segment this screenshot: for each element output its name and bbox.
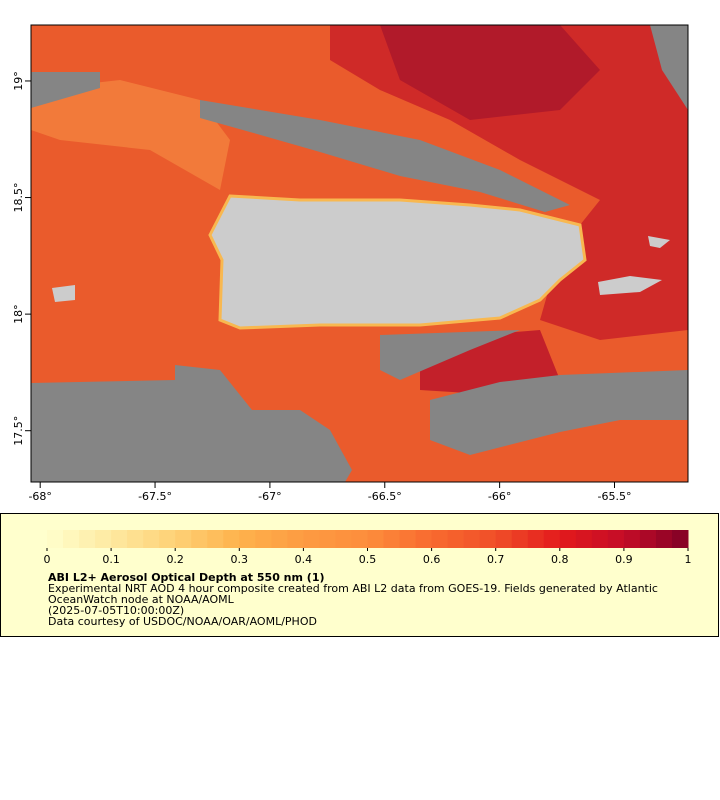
colorbar-cell bbox=[159, 530, 176, 548]
legend-line: OceanWatch node at NOAA/AOML bbox=[48, 593, 235, 606]
x-tick-label: -67.5° bbox=[138, 490, 172, 503]
y-tick-label: 17.5° bbox=[12, 416, 25, 446]
colorbar-tick-label: 1 bbox=[685, 553, 692, 566]
colorbar-cell bbox=[175, 530, 192, 548]
colorbar-cell bbox=[511, 530, 529, 548]
colorbar-tick-label: 0 bbox=[44, 553, 51, 566]
legend-line: (2025-07-05T10:00:00Z) bbox=[48, 604, 184, 617]
x-tick-label: -66° bbox=[488, 490, 511, 503]
colorbar-cell bbox=[207, 530, 224, 548]
colorbar-cell bbox=[655, 530, 673, 548]
colorbar-cell bbox=[527, 530, 545, 548]
y-tick-label: 19° bbox=[12, 71, 25, 91]
colorbar-cell bbox=[351, 530, 368, 548]
colorbar-cell bbox=[463, 530, 481, 548]
colorbar-cell bbox=[287, 530, 304, 548]
colorbar-cell bbox=[95, 530, 112, 548]
colorbar-cell bbox=[415, 530, 433, 548]
colorbar-tick-label: 0.2 bbox=[166, 553, 184, 566]
colorbar-tick-label: 0.5 bbox=[359, 553, 377, 566]
colorbar-tick-label: 0.1 bbox=[102, 553, 120, 566]
colorbar-cell bbox=[431, 530, 449, 548]
colorbar-cell bbox=[335, 530, 352, 548]
colorbar-cell bbox=[367, 530, 385, 548]
colorbar-cell bbox=[447, 530, 465, 548]
colorbar-cell bbox=[255, 530, 272, 548]
colorbar-cell bbox=[79, 530, 96, 548]
colorbar-cell bbox=[143, 530, 160, 548]
x-tick-label: -68° bbox=[28, 490, 51, 503]
x-tick-label: -65.5° bbox=[598, 490, 632, 503]
y-tick-label: 18.5° bbox=[12, 183, 25, 213]
legend-line: Data courtesy of USDOC/NOAA/OAR/AOML/PHO… bbox=[48, 615, 317, 628]
colorbar-cell bbox=[607, 530, 625, 548]
colorbar-cell bbox=[271, 530, 288, 548]
colorbar-tick-label: 0.9 bbox=[615, 553, 633, 566]
map-raster bbox=[30, 24, 689, 483]
colorbar-cell bbox=[623, 530, 641, 548]
colorbar-cell bbox=[47, 530, 64, 548]
colorbar-cell bbox=[223, 530, 240, 548]
colorbar-cell bbox=[575, 530, 593, 548]
colorbar-cell bbox=[111, 530, 128, 548]
colorbar-tick-label: 0.6 bbox=[423, 553, 441, 566]
colorbar-tick-label: 0.3 bbox=[231, 553, 249, 566]
colorbar-cell bbox=[319, 530, 336, 548]
colorbar-cell bbox=[399, 530, 417, 548]
colorbar-cell bbox=[591, 530, 609, 548]
colorbar-cell bbox=[671, 530, 689, 548]
colorbar-tick-label: 0.4 bbox=[295, 553, 313, 566]
x-tick-label: -67° bbox=[258, 490, 281, 503]
colorbar-cell bbox=[63, 530, 80, 548]
colorbar-cell bbox=[239, 530, 256, 548]
colorbar-cell bbox=[303, 530, 320, 548]
colorbar-cell bbox=[639, 530, 657, 548]
legend-title: ABI L2+ Aerosol Optical Depth at 550 nm … bbox=[48, 571, 325, 584]
colorbar-cell bbox=[495, 530, 513, 548]
legend-line: Experimental NRT AOD 4 hour composite cr… bbox=[48, 582, 658, 595]
colorbar-cell bbox=[191, 530, 208, 548]
colorbar-cell bbox=[559, 530, 577, 548]
colorbar-cell bbox=[479, 530, 497, 548]
colorbar-cell bbox=[127, 530, 144, 548]
x-tick-label: -66.5° bbox=[368, 490, 402, 503]
y-tick-label: 18° bbox=[12, 304, 25, 324]
colorbar-cell bbox=[543, 530, 561, 548]
colorbar-tick-label: 0.8 bbox=[551, 553, 569, 566]
colorbar-cell bbox=[383, 530, 401, 548]
colorbar-tick-label: 0.7 bbox=[487, 553, 505, 566]
